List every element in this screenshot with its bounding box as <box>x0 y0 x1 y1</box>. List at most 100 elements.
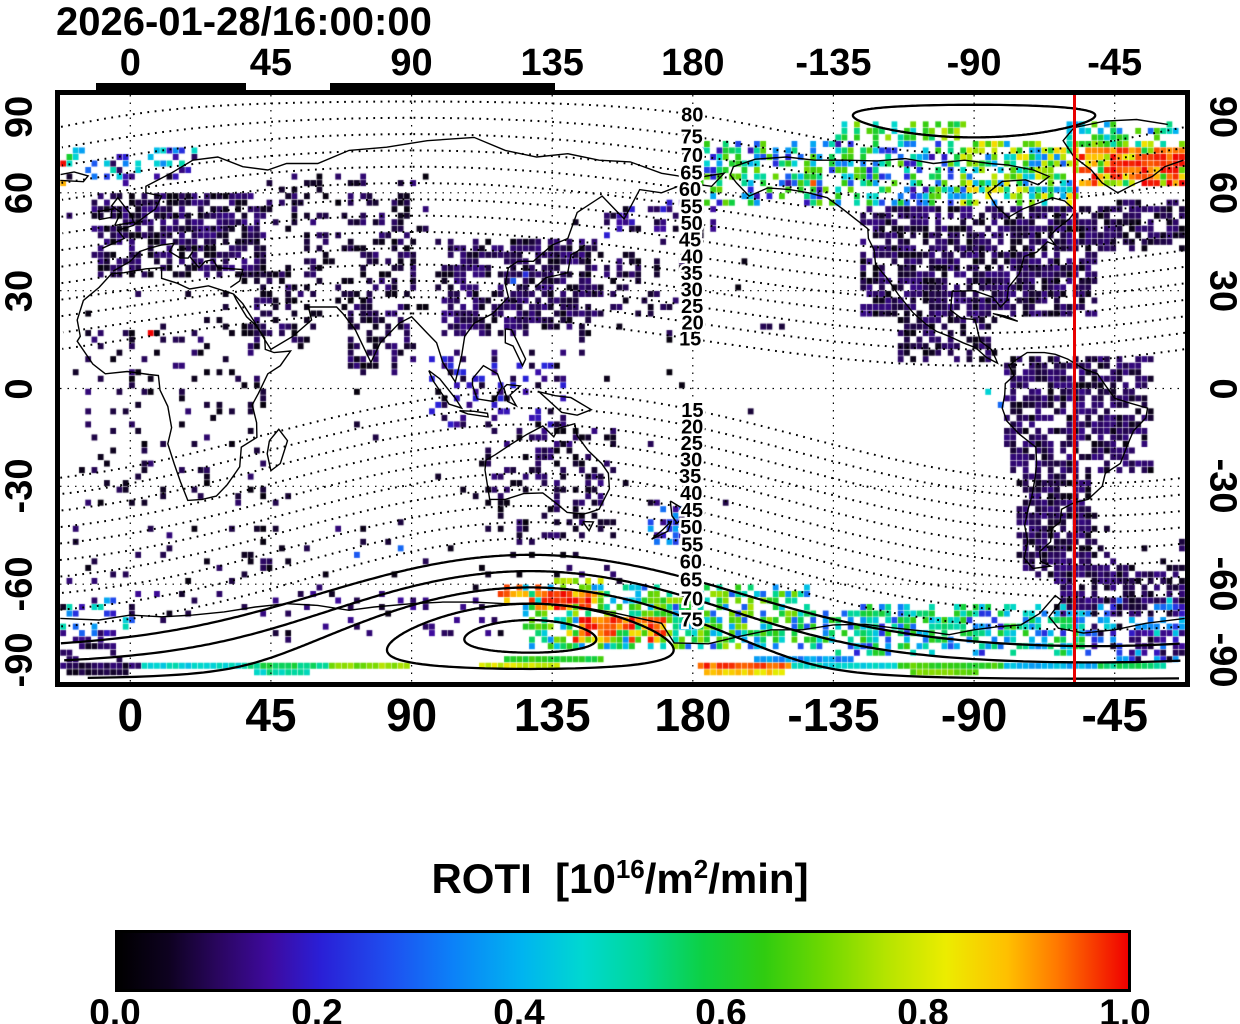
contour-label: 40 <box>680 483 702 505</box>
contour-label: 45 <box>681 500 703 522</box>
x-tick-label-bottom: -45 <box>1081 689 1148 741</box>
y-tick-label-left: 60 <box>0 171 41 214</box>
contour-line <box>62 296 1185 351</box>
coverage-bar <box>330 83 556 91</box>
plot-title: 2026-01-28/16:00:00 <box>56 0 432 44</box>
contour-label: 50 <box>680 517 702 539</box>
contour-line <box>61 247 1184 302</box>
contour-label: 80 <box>681 105 703 127</box>
coastline <box>535 244 586 288</box>
contour-line <box>62 133 1185 188</box>
colorbar-tick-label: 0.2 <box>291 992 343 1024</box>
x-tick-label-bottom: 45 <box>245 689 297 741</box>
y-tick-label-left: -30 <box>0 458 41 514</box>
contour-line <box>61 116 1185 171</box>
colorbar-title: ROTI [1016/m2/min] <box>431 854 808 903</box>
contour-line <box>60 100 1184 155</box>
x-tick-label-top: -45 <box>1087 42 1143 84</box>
coastline <box>669 500 689 525</box>
x-tick-label-top: 135 <box>520 42 584 84</box>
coastline <box>60 171 90 183</box>
contour-label: 25 <box>681 433 703 455</box>
contour-label: 25 <box>681 296 703 318</box>
y-tick-label-right: 60 <box>1201 171 1240 214</box>
coverage-bar <box>95 83 246 91</box>
contour-label: 50 <box>681 213 703 235</box>
colorbar <box>115 930 1131 992</box>
x-tick-label-bottom: 90 <box>385 689 438 741</box>
x-tick-label-bottom: 135 <box>513 689 591 741</box>
y-tick-label-right: 0 <box>1201 377 1240 400</box>
contour-label: 60 <box>680 551 702 573</box>
contour-label: 70 <box>681 145 703 167</box>
colorbar-title-mid: /m <box>644 855 694 902</box>
contour-line <box>463 618 598 654</box>
coastline <box>504 328 527 368</box>
contour-line <box>62 312 1185 367</box>
contour-line <box>61 149 1184 204</box>
coastline <box>266 428 289 472</box>
contour-line <box>60 456 1182 550</box>
colorbar-tick-label: 0.4 <box>493 992 545 1024</box>
contour-label: 35 <box>681 263 703 285</box>
coastline <box>98 208 113 221</box>
contour-line <box>60 279 1183 335</box>
x-tick-label-top: -135 <box>795 42 872 84</box>
contour-line <box>62 407 1185 501</box>
contour-line <box>62 198 1185 253</box>
x-tick-label-top: 0 <box>119 42 141 84</box>
contour-line <box>61 504 1183 599</box>
colorbar-tick-label: 1.0 <box>1099 992 1151 1024</box>
contour-label: 60 <box>679 179 701 201</box>
y-tick-label-right: -90 <box>1201 632 1240 688</box>
contour-label: 55 <box>680 196 702 218</box>
contour-line <box>60 521 1181 615</box>
contour-label: 30 <box>680 450 702 472</box>
contour-line <box>60 182 1183 237</box>
contour-label: 75 <box>681 126 703 148</box>
coastline <box>112 242 244 288</box>
coastline <box>1062 118 1184 194</box>
colorbar-title-prefix: ROTI [10 <box>431 855 616 902</box>
coastline <box>459 410 489 418</box>
contour-label: 15 <box>681 400 703 422</box>
contour-line <box>385 602 675 671</box>
coastline <box>1001 351 1149 570</box>
y-tick-label-left: 0 <box>0 377 41 400</box>
contour-line <box>87 586 1180 680</box>
y-tick-label-right: -30 <box>1201 458 1240 514</box>
contour-label: 20 <box>681 416 703 438</box>
contour-line <box>61 231 1184 286</box>
contour-label: 40 <box>681 246 703 268</box>
meridian-marker-line <box>1072 95 1076 682</box>
y-tick-label-right: -60 <box>1201 556 1240 612</box>
contour-label: 35 <box>679 466 701 488</box>
coastline <box>101 136 727 384</box>
x-tick-label-top: 180 <box>661 42 725 84</box>
coastline <box>582 520 595 533</box>
coastline <box>503 383 522 408</box>
y-tick-label-left: -90 <box>0 632 41 688</box>
colorbar-tick-label: 0.0 <box>89 992 141 1024</box>
coastline <box>428 370 464 410</box>
contour-label: 65 <box>680 569 702 591</box>
contour-line <box>64 569 1181 664</box>
coastline <box>538 391 593 416</box>
contour-label: 30 <box>681 279 703 301</box>
y-tick-label-left: 30 <box>0 269 41 312</box>
x-tick-label-bottom: -135 <box>787 689 880 741</box>
y-tick-label-right: 90 <box>1201 95 1240 139</box>
contour-label: 70 <box>681 589 703 611</box>
colorbar-tick-label: 0.6 <box>695 992 747 1024</box>
contour-line <box>61 423 1184 517</box>
contour-line <box>60 488 1182 582</box>
coastline <box>76 267 293 502</box>
contour-line <box>851 103 1097 139</box>
colorbar-title-suffix: /min] <box>708 855 809 902</box>
contour-label: 20 <box>681 313 703 335</box>
colorbar-title-exponent: 16 <box>615 854 645 884</box>
x-tick-label-top: -90 <box>946 42 1002 84</box>
contour-line <box>60 214 1183 269</box>
contour-label: 65 <box>680 162 702 184</box>
coastline <box>992 312 1019 322</box>
